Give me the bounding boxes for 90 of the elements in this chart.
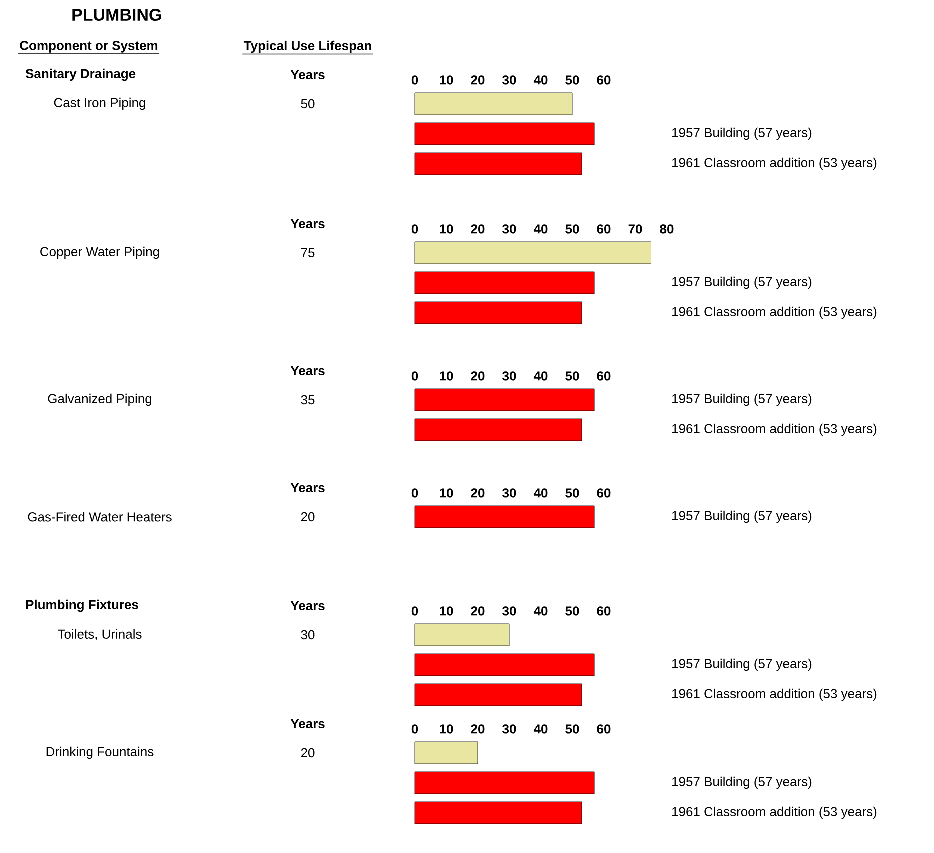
bar [414,742,478,764]
y-tick-label: 1957 Building (57 years) [672,658,812,672]
x-tick-label: 80 [660,224,674,234]
y-tick-label: 1957 Building (57 years) [672,128,812,140]
y-tick-label: 1961 Classroom addition (53 years) [672,424,877,436]
x-tick-label: 40 [534,224,548,234]
x-tick-label: 40 [534,372,548,381]
x-tick-label: 20 [471,372,485,381]
text: Plumbing Fixtures [26,600,138,612]
text: Copper Water Piping [40,246,160,260]
y-tick-label: 1961 Classroom addition (53 years) [672,158,877,170]
bar [414,802,582,824]
x-tick-label: 10 [440,724,454,734]
y-tick-label: 1961 Classroom addition (53 years) [672,688,877,702]
text: Toilets, Urinals [58,629,142,641]
x-tick-label: 20 [471,606,485,616]
y-tick-label: 1961 Classroom addition (53 years) [672,306,877,320]
text: 75 [301,248,315,258]
text: Years [290,366,325,376]
x-tick-label: 50 [566,372,580,381]
text: PLUMBING [72,8,162,22]
x-tick-label: 0 [412,724,418,734]
x-tick-label: 30 [502,724,516,734]
x-tick-label: 10 [440,488,454,498]
bar [414,654,595,676]
text: Gas-Fired Water Heaters [28,512,172,522]
x-tick-label: 20 [471,488,485,498]
x-tick-label: 60 [597,606,611,616]
bar [414,122,595,146]
bar [414,624,510,646]
x-tick-label: 20 [471,724,485,734]
y-tick-label: 1957 Building (57 years) [672,776,812,790]
x-tick-label: 0 [412,606,418,616]
bar [414,302,582,324]
text: Cast Iron Piping [54,98,146,110]
x-tick-label: 40 [534,76,548,85]
x-tick-label: 10 [440,224,454,234]
x-tick-label: 50 [566,724,580,734]
text: 20 [301,748,315,758]
text: 50 [301,99,315,109]
text: Drinking Fountains [46,746,154,760]
x-tick-label: 30 [502,372,516,381]
text: 35 [301,395,315,405]
text: 20 [301,512,315,522]
x-tick-label: 40 [534,606,548,616]
bar [414,272,595,294]
text: Sanitary Drainage [26,68,136,82]
x-tick-label: 50 [566,488,580,498]
x-tick-label: 10 [440,372,454,381]
text: Component or System [20,41,158,53]
x-tick-label: 50 [566,76,580,85]
x-tick-label: 10 [440,606,454,616]
x-tick-label: 0 [412,372,418,381]
y-tick-label: 1961 Classroom addition (53 years) [672,806,877,820]
x-tick-label: 20 [471,76,485,85]
y-tick-label: 1957 Building (57 years) [672,510,812,524]
text: Years [290,601,325,611]
x-tick-label: 50 [566,224,580,234]
y-tick-label: 1957 Building (57 years) [672,276,812,290]
text: Years [290,219,325,229]
x-tick-label: 0 [412,488,418,498]
x-tick-label: 60 [597,488,611,498]
bar [414,242,652,264]
bar [414,772,595,794]
x-tick-label: 60 [597,76,611,85]
y-tick-label: 1957 Building (57 years) [672,394,812,406]
text: Galvanized Piping [48,394,152,406]
text: 30 [301,630,315,640]
text: Years [290,483,325,493]
x-tick-label: 60 [597,224,611,234]
text: Years [290,70,325,80]
x-tick-label: 60 [597,724,611,734]
x-tick-label: 10 [440,76,454,85]
x-tick-label: 0 [412,76,418,85]
x-tick-label: 70 [628,224,642,234]
text: Typical Use Lifespan [244,40,372,54]
x-tick-label: 50 [566,606,580,616]
text: Years [290,719,325,729]
x-tick-label: 40 [534,724,548,734]
x-tick-label: 30 [502,488,516,498]
x-tick-label: 30 [502,224,516,234]
x-tick-label: 0 [412,224,418,234]
bar [414,152,582,176]
bar [414,684,582,706]
x-tick-label: 30 [502,76,516,85]
x-tick-label: 30 [502,606,516,616]
x-tick-label: 60 [597,372,611,381]
x-tick-label: 20 [471,224,485,234]
bar [414,92,573,116]
x-tick-label: 40 [534,488,548,498]
